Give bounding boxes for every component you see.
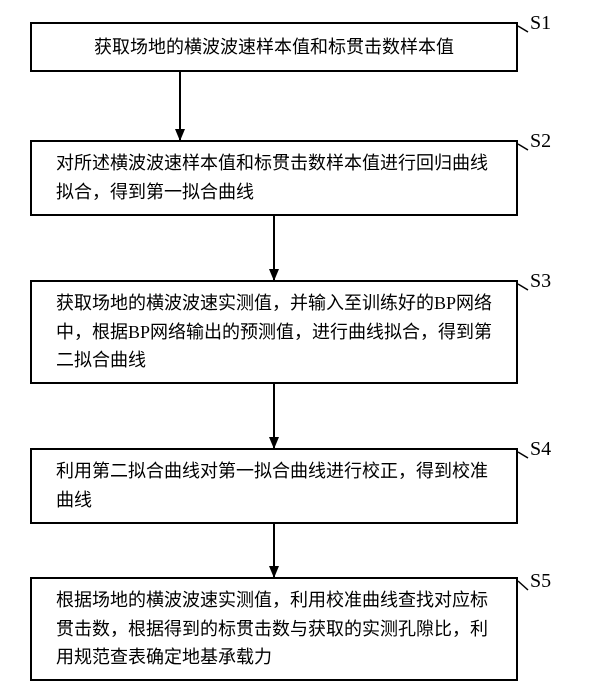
flow-node-text: 利用第二拟合曲线对第一拟合曲线进行校正，得到校准曲线 (56, 457, 492, 515)
flow-node-text: 获取场地的横波波速实测值，并输入至训练好的BP网络中，根据BP网络输出的预测值，… (56, 289, 492, 375)
flow-node-s2: 对所述横波波速样本值和标贯击数样本值进行回归曲线拟合，得到第一拟合曲线 (30, 140, 518, 216)
leader-line-s2 (518, 144, 528, 150)
flow-node-label-s3: S3 (530, 270, 551, 293)
flow-node-text: 获取场地的横波波速样本值和标贯击数样本值 (94, 33, 454, 62)
leader-line-s5 (518, 581, 528, 590)
flow-node-s4: 利用第二拟合曲线对第一拟合曲线进行校正，得到校准曲线 (30, 448, 518, 524)
flowchart-canvas: 获取场地的横波波速样本值和标贯击数样本值 S1 对所述横波波速样本值和标贯击数样本值… (0, 0, 604, 687)
flow-node-s3: 获取场地的横波波速实测值，并输入至训练好的BP网络中，根据BP网络输出的预测值，… (30, 280, 518, 384)
leader-line-s4 (518, 452, 528, 458)
flow-node-label-s1: S1 (530, 12, 551, 35)
flow-node-label-s5: S5 (530, 570, 551, 593)
flow-node-text: 对所述横波波速样本值和标贯击数样本值进行回归曲线拟合，得到第一拟合曲线 (56, 149, 492, 207)
flow-node-s1: 获取场地的横波波速样本值和标贯击数样本值 (30, 22, 518, 72)
flow-node-label-s2: S2 (530, 130, 551, 153)
flow-node-label-s4: S4 (530, 438, 551, 461)
flow-node-text: 根据场地的横波波速实测值，利用校准曲线查找对应标贯击数，根据得到的标贯击数与获取… (56, 586, 492, 672)
leader-line-s3 (518, 284, 528, 290)
leader-line-s1 (518, 26, 528, 32)
flow-node-s5: 根据场地的横波波速实测值，利用校准曲线查找对应标贯击数，根据得到的标贯击数与获取… (30, 577, 518, 681)
